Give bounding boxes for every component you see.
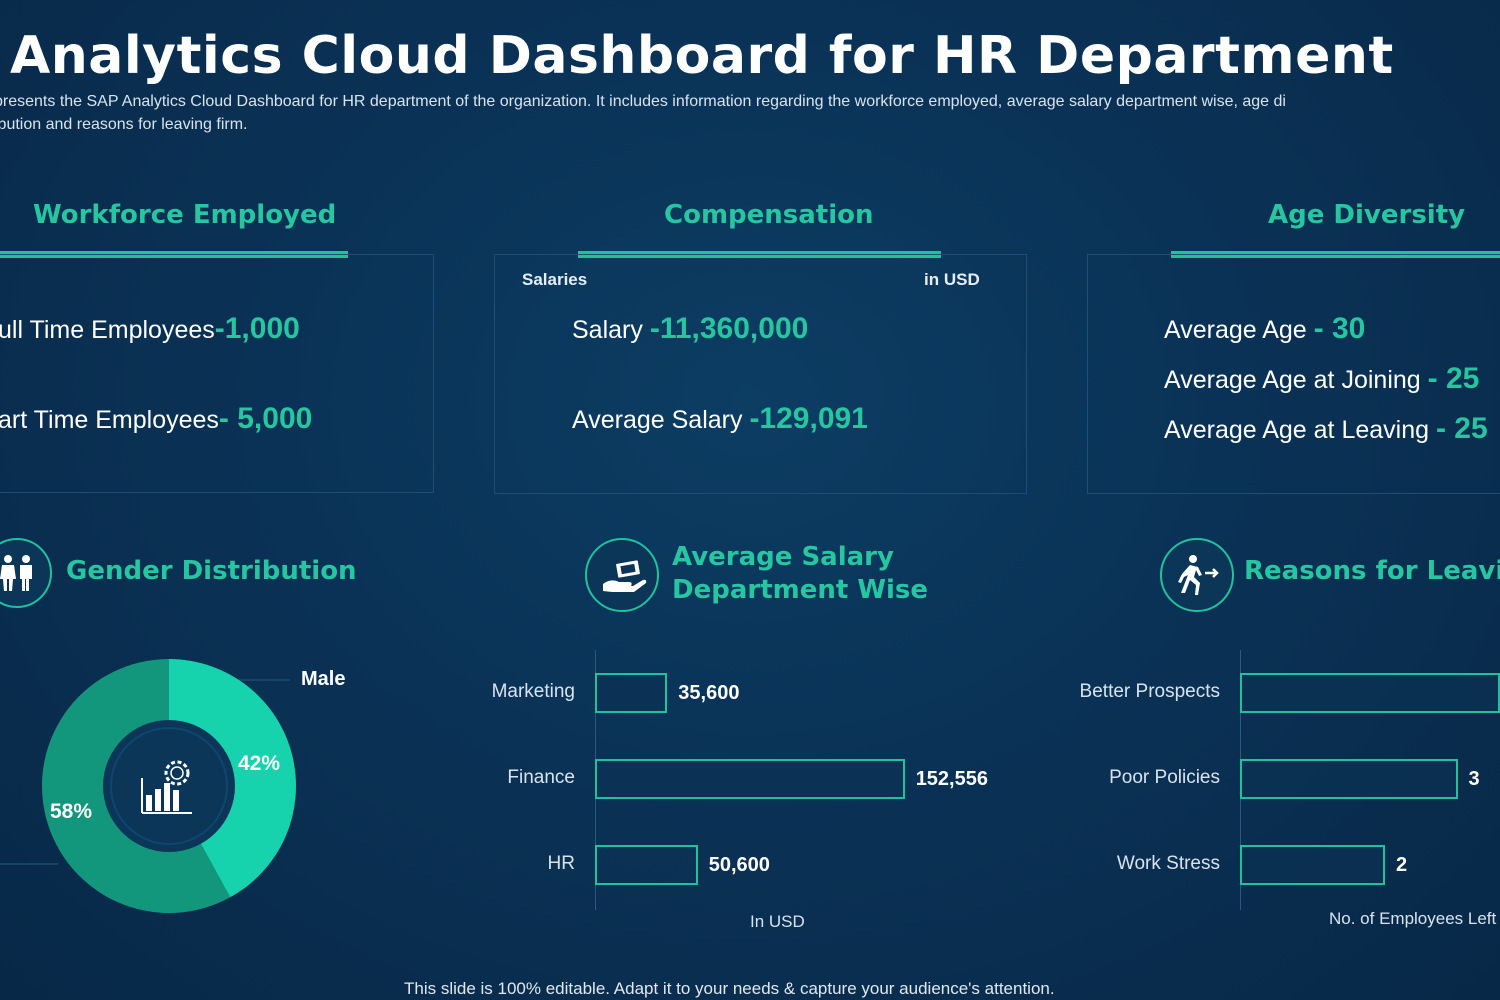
compensation-heading: Compensation <box>664 200 874 230</box>
salary-dept-heading: Average Salary Department Wise <box>672 541 929 607</box>
salary-bar <box>595 845 698 885</box>
leaving-bar <box>1240 759 1458 799</box>
leaving-heading: Reasons for Leaving <box>1244 556 1500 586</box>
currency-label: in USD <box>924 270 980 289</box>
chart-gear-icon <box>141 760 192 814</box>
salary-category-label: HR <box>547 853 575 874</box>
avg-salary-label: Average Salary <box>572 406 743 434</box>
donut-hole-ring <box>110 727 228 845</box>
page-title: Analytics Cloud Dashboard for HR Departm… <box>10 26 1394 86</box>
age-heading: Age Diversity <box>1268 200 1466 230</box>
workforce-heading: Workforce Employed <box>33 200 337 230</box>
people-icon <box>0 538 52 608</box>
salary-metric: Salary -11,360,000 <box>572 312 808 346</box>
gender-donut-chart <box>0 659 297 913</box>
subtitle-line-1: presents the SAP Analytics Cloud Dashboa… <box>0 93 1286 110</box>
female-percent: 58% <box>50 800 93 823</box>
salary-category-label: Finance <box>507 767 575 788</box>
leaving-value-label: 3 <box>1468 768 1480 790</box>
leaving-value-label: 2 <box>1396 854 1408 876</box>
avg-age-label: Average Age <box>1164 316 1307 344</box>
salary-axis-title: In USD <box>750 912 805 931</box>
avg-salary-value: -129,091 <box>749 402 868 435</box>
avg-leave-label: Average Age at Leaving <box>1164 416 1430 444</box>
salary-bar <box>595 673 668 713</box>
full-time-value: -1,000 <box>214 312 300 345</box>
avg-join-label: Average Age at Joining <box>1164 366 1421 394</box>
running-exit-icon-graphic <box>1178 555 1219 595</box>
male-percent: 42% <box>238 752 281 775</box>
leaving-bar <box>1240 845 1385 885</box>
salary-dept-heading-line1: Average Salary <box>672 542 894 572</box>
gender-heading: Gender Distribution <box>66 556 357 586</box>
running-exit-icon <box>1160 538 1234 612</box>
full-time-metric: ull Time Employees-1,000 <box>0 312 300 346</box>
compensation-card <box>494 254 1027 494</box>
leaving-category-label: Better Prospects <box>1079 681 1220 702</box>
salary-label: Salary <box>572 316 643 344</box>
part-time-value: - 5,000 <box>218 402 313 435</box>
hand-money-icon-graphic <box>603 560 647 592</box>
hand-money-icon <box>585 538 659 612</box>
part-time-label: art Time Employees <box>0 406 219 434</box>
salaries-label: Salaries <box>522 270 588 289</box>
workforce-card <box>0 254 434 493</box>
leaving-category-label: Poor Policies <box>1109 767 1220 788</box>
footer-note: This slide is 100% editable. Adapt it to… <box>404 979 1055 998</box>
legend-male: Male <box>301 668 346 690</box>
avg-leave-metric: Average Age at Leaving - 25 <box>1164 412 1488 446</box>
avg-salary-metric: Average Salary -129,091 <box>572 402 868 436</box>
leaving-category-label: Work Stress <box>1116 853 1220 874</box>
leaving-axis-title: No. of Employees Left <box>1329 909 1497 928</box>
avg-join-value: - 25 <box>1427 362 1480 395</box>
people-icon-graphic <box>0 555 32 591</box>
subtitle-line-2: ibution and reasons for leaving firm. <box>0 116 248 133</box>
salary-value-label: 152,556 <box>915 768 988 790</box>
avg-age-metric: Average Age - 30 <box>1164 312 1365 346</box>
avg-leave-value: - 25 <box>1435 412 1488 445</box>
salary-value-label: 50,600 <box>708 854 770 876</box>
age-card <box>1087 254 1500 494</box>
salary-dept-heading-line2: Department Wise <box>672 575 929 605</box>
part-time-metric: art Time Employees- 5,000 <box>0 402 312 436</box>
leaving-bar <box>1240 673 1500 713</box>
avg-age-value: - 30 <box>1313 312 1366 345</box>
page-subtitle: presents the SAP Analytics Cloud Dashboa… <box>0 90 1500 136</box>
salary-value: -11,360,000 <box>649 312 809 345</box>
salary-category-label: Marketing <box>491 681 575 702</box>
salary-value-label: 35,600 <box>678 682 740 704</box>
avg-join-metric: Average Age at Joining - 25 <box>1164 362 1479 396</box>
full-time-label: ull Time Employees <box>0 316 215 344</box>
salary-bar <box>595 759 905 799</box>
